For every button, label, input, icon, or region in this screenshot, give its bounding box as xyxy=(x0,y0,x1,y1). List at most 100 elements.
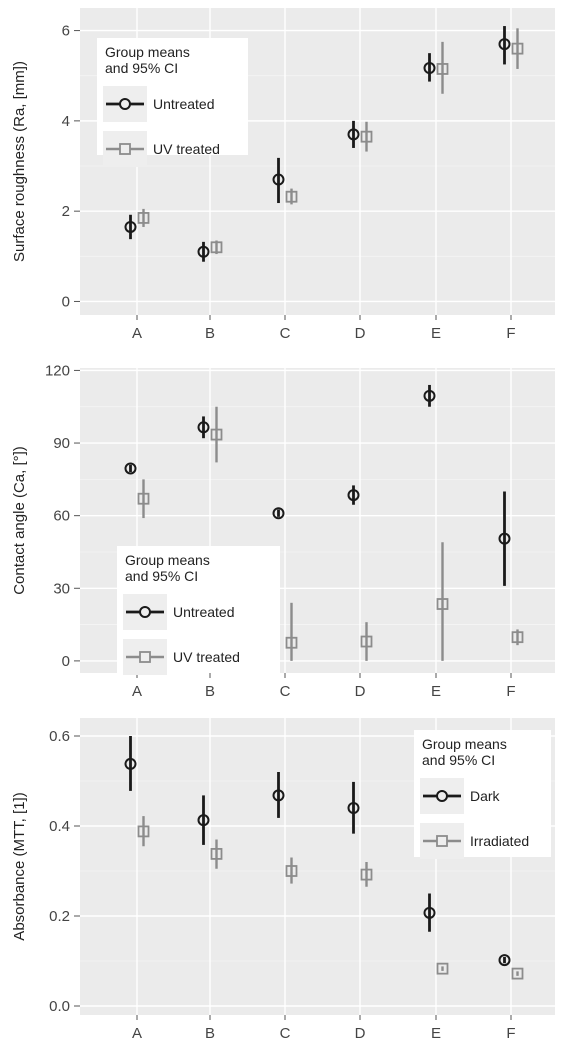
data-point xyxy=(423,389,436,402)
data-point xyxy=(285,190,298,203)
data-point xyxy=(347,802,360,814)
legend-label: UV treated xyxy=(173,649,240,665)
legend-key-marker xyxy=(119,98,131,110)
x-tick-label: E xyxy=(431,1025,441,1040)
chart-panel-1: 0 2 4 6 A B C D E F Surface roughness (Ra, [mm]) Gr… xyxy=(11,8,555,342)
data-point xyxy=(498,38,511,51)
legend-label: Irradiated xyxy=(470,833,529,849)
y-tick-label: 0 xyxy=(62,293,70,310)
legend-title: and 95% CI xyxy=(125,568,198,584)
legend-title: Group means xyxy=(125,552,210,568)
x-tick-label: B xyxy=(205,1025,215,1040)
series-1 xyxy=(124,384,511,586)
data-point xyxy=(360,130,373,143)
x-tick-label: F xyxy=(506,325,515,342)
legend-key-marker xyxy=(436,790,448,802)
x-tick-label: F xyxy=(506,683,515,700)
x-tick-label: F xyxy=(506,1025,515,1040)
data-point xyxy=(436,962,449,975)
x-tick-label: A xyxy=(132,1025,142,1040)
y-tick-label: 0 xyxy=(62,653,70,670)
legend-label: UV treated xyxy=(153,141,220,157)
y-tick-label: 60 xyxy=(53,508,70,525)
legend-label: Untreated xyxy=(173,604,234,620)
data-point xyxy=(197,245,210,258)
x-tick-label: C xyxy=(280,325,291,342)
data-point xyxy=(285,865,298,877)
x-tick-label: D xyxy=(355,325,366,342)
legend-key-marker xyxy=(119,143,131,155)
data-point xyxy=(137,492,150,505)
series-2 xyxy=(137,816,524,980)
x-tick-label: E xyxy=(431,325,441,342)
data-point xyxy=(436,598,449,610)
data-point xyxy=(511,967,524,980)
y-tick-label: 6 xyxy=(62,23,70,40)
data-point xyxy=(285,636,298,649)
data-point xyxy=(124,757,137,770)
data-point xyxy=(511,42,524,55)
series-2 xyxy=(137,406,524,661)
y-tick-label: 0.0 xyxy=(49,998,70,1015)
data-point xyxy=(137,212,150,224)
legend-key-marker xyxy=(139,651,151,663)
data-point xyxy=(197,421,210,434)
data-point xyxy=(423,906,436,919)
data-point xyxy=(498,954,511,967)
data-point xyxy=(511,631,524,644)
legend-key-marker xyxy=(436,835,448,847)
y-tick-label: 90 xyxy=(53,435,70,452)
y-axis-label: Absorbance (MTT, [1]) xyxy=(11,792,28,940)
chart-panel-2: 0 30 60 90 120 A B C D E F Contact angle (Ca, [°]) G… xyxy=(11,362,555,700)
legend-title: and 95% CI xyxy=(422,752,495,768)
data-point xyxy=(272,789,285,802)
x-tick-label: C xyxy=(280,1025,291,1040)
data-point xyxy=(210,241,223,254)
legend-key-marker xyxy=(139,606,151,618)
data-point xyxy=(124,462,137,475)
series-1 xyxy=(124,26,511,262)
x-tick-label: A xyxy=(132,325,142,342)
data-point xyxy=(423,62,436,75)
chart-panel-3: 0.0 0.2 0.4 0.6 A B C D E F Absorbance (MTT, [1]) G… xyxy=(11,718,555,1040)
legend-title: and 95% CI xyxy=(105,60,178,76)
data-point xyxy=(360,635,373,648)
y-tick-label: 0.4 xyxy=(49,818,70,835)
data-point xyxy=(347,489,360,502)
x-tick-label: C xyxy=(280,683,291,700)
legend-title: Group means xyxy=(422,736,507,752)
x-tick-label: E xyxy=(431,683,441,700)
data-point xyxy=(272,507,285,520)
x-tick-label: D xyxy=(355,683,366,700)
data-point xyxy=(124,220,137,233)
x-tick-label: D xyxy=(355,1025,366,1040)
y-tick-label: 30 xyxy=(53,580,70,597)
x-tick-label: B xyxy=(205,325,215,342)
x-tick-label: B xyxy=(205,683,215,700)
data-point xyxy=(347,128,360,141)
data-point xyxy=(272,173,285,186)
y-tick-label: 2 xyxy=(62,203,70,220)
y-tick-label: 0.6 xyxy=(49,728,70,745)
y-tick-label: 120 xyxy=(45,362,70,379)
series-2 xyxy=(137,28,524,255)
legend-label: Untreated xyxy=(153,96,214,112)
data-point xyxy=(137,825,150,838)
data-point xyxy=(498,532,511,545)
y-tick-label: 4 xyxy=(62,113,70,130)
data-point xyxy=(197,814,210,827)
y-tick-label: 0.2 xyxy=(49,908,70,925)
data-point xyxy=(360,868,373,881)
legend-label: Dark xyxy=(470,788,501,804)
series-1 xyxy=(124,736,511,967)
data-point xyxy=(436,63,449,75)
x-tick-label: A xyxy=(132,683,142,700)
y-axis-label: Surface roughness (Ra, [mm]) xyxy=(11,61,28,262)
legend-title: Group means xyxy=(105,44,190,60)
y-axis-label: Contact angle (Ca, [°]) xyxy=(11,446,28,595)
data-point xyxy=(210,848,223,860)
